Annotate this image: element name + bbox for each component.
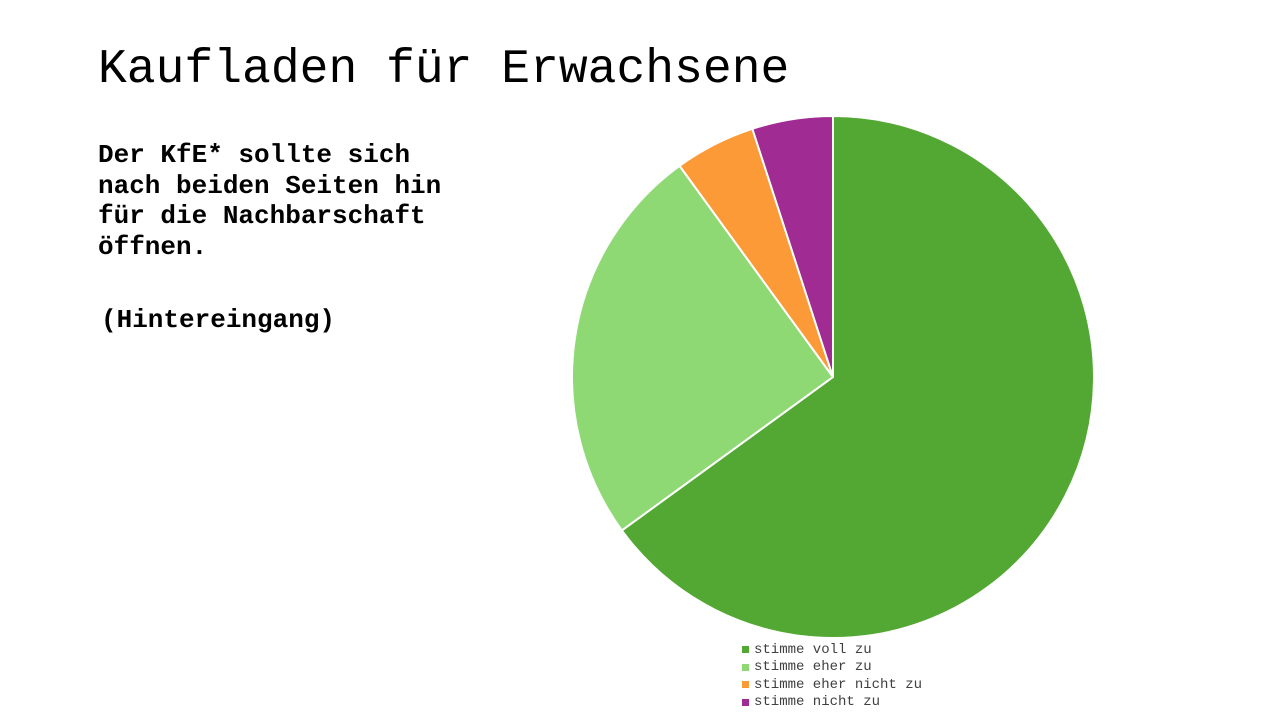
- pie-slice-stimme-eher-zu: [571, 164, 834, 532]
- survey-statement: Der KfE* sollte sich nach beiden Seiten …: [98, 140, 442, 262]
- legend-swatch: [742, 663, 749, 671]
- pie-slice-stimme-voll-zu: [620, 115, 1095, 639]
- legend-label: stimme eher nicht zu: [754, 676, 923, 693]
- slide-title: Kaufladen für Erwachsene: [98, 43, 790, 97]
- legend-item: stimme nicht zu: [742, 694, 922, 712]
- legend-swatch: [742, 681, 749, 689]
- legend-label: stimme nicht zu: [754, 694, 881, 711]
- legend-swatch: [742, 698, 749, 706]
- legend-swatch: [742, 646, 749, 654]
- legend-label: stimme voll zu: [754, 641, 872, 658]
- chart-legend: stimme voll zu stimme eher zu stimme eher …: [742, 641, 922, 711]
- legend-label: stimme eher zu: [754, 659, 872, 676]
- legend-item: stimme eher zu: [742, 659, 922, 677]
- legend-item: stimme voll zu: [742, 641, 922, 659]
- survey-statement-note: (Hintereingang): [101, 305, 336, 335]
- legend-item: stimme eher nicht zu: [742, 676, 922, 694]
- pie-chart: [571, 115, 1095, 639]
- pie-slice-stimme-nicht-zu: [751, 115, 834, 378]
